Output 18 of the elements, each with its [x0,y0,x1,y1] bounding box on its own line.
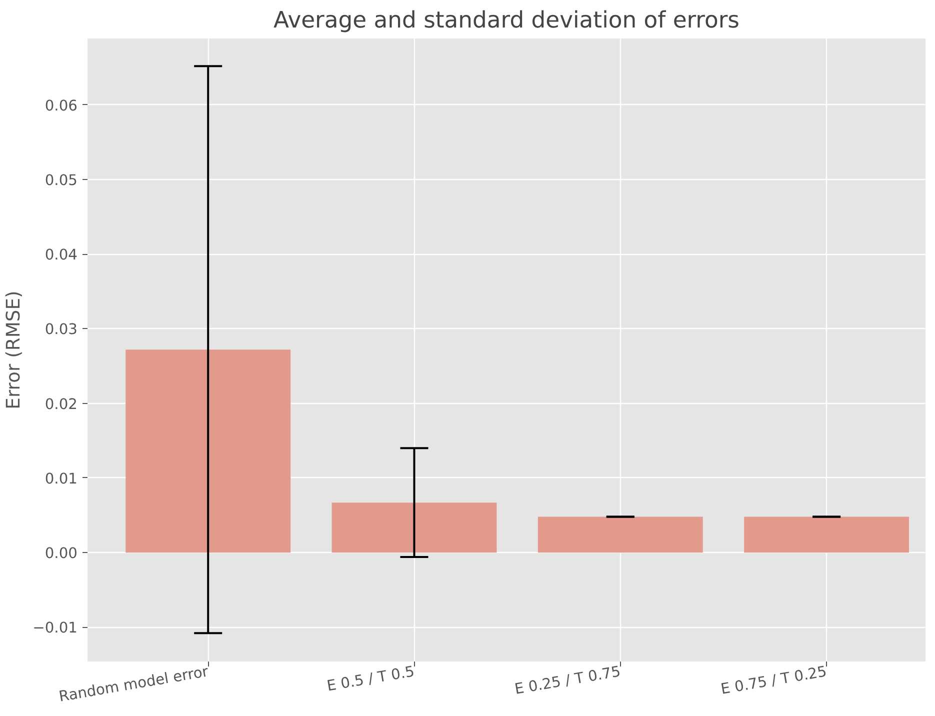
x-tick-label: E 0.5 / T 0.5 [326,663,416,695]
bar [538,516,703,553]
y-tick-label: 0.05 [44,172,78,190]
y-tick-label: 0.01 [44,470,78,488]
bar [332,502,497,553]
y-tick-label: 0.04 [44,246,78,264]
y-tick-label: 0.06 [44,97,78,114]
x-tick-label: Random model error [58,662,210,706]
x-tick-label: E 0.25 / T 0.75 [513,663,622,698]
y-tick-label: 0.02 [44,396,78,413]
y-axis-title: Error (RMSE) [4,290,25,410]
bar [744,516,910,553]
y-tick-label: 0.00 [44,545,78,562]
chart-title: Average and standard deviation of errors [274,8,740,34]
x-tick-label: E 0.75 / T 0.25 [720,663,828,698]
y-tick-label: 0.03 [44,321,78,338]
y-tick-label: −0.01 [32,620,78,637]
bar [126,350,291,553]
